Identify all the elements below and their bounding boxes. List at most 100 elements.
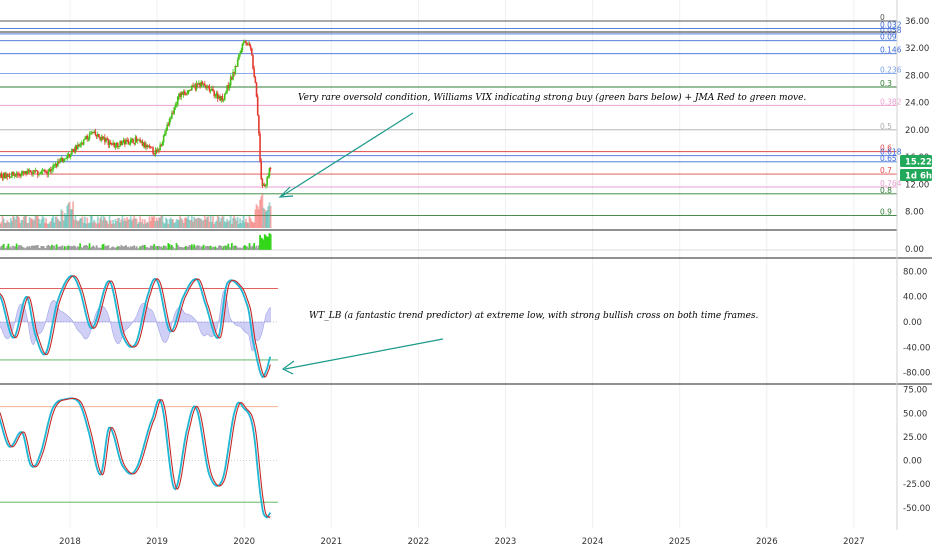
vix-fix-bar [219, 245, 221, 250]
volume-bar [140, 222, 143, 228]
candle-body [222, 99, 225, 101]
vix-fix-bar [133, 245, 136, 250]
volume-bar [237, 223, 240, 228]
volume-bar [136, 223, 139, 228]
candle-body [248, 44, 251, 46]
candle-body [166, 124, 168, 131]
vix-fix-bar [207, 246, 210, 250]
vix-fix-bar [213, 247, 216, 250]
volume-bar [161, 215, 164, 228]
vix-fix-bar [36, 245, 39, 250]
candle-body [24, 171, 26, 174]
candle-body [229, 77, 232, 86]
x-tick-label: 2019 [146, 537, 168, 547]
vix-fix-bar [217, 245, 220, 250]
volume-bar [229, 215, 232, 228]
vix-fix-bar [256, 248, 259, 250]
volume-bar [141, 218, 144, 228]
volume-bar [47, 223, 50, 228]
candle-body [151, 147, 153, 149]
vix-fix-bar [96, 247, 99, 250]
y-tick-label: -25.00 [903, 480, 930, 490]
vix-fix-bar [35, 245, 38, 250]
vix-fix-bar [63, 246, 66, 250]
volume-bar [31, 218, 33, 228]
y-tick-label: 24.00 [905, 99, 929, 109]
vix-fix-bar [114, 247, 117, 250]
vix-fix-bar [67, 245, 70, 250]
vix-fix-bar [257, 245, 260, 250]
volume-bar [76, 221, 79, 228]
vix-fix-bar [130, 247, 133, 250]
volume-bar [74, 215, 77, 228]
vix-fix-bar [263, 234, 266, 250]
candle-body [189, 89, 192, 91]
volume-bar [156, 220, 159, 228]
volume-bar [56, 218, 59, 228]
volume-bar [255, 204, 258, 228]
candle-body [145, 144, 147, 148]
volume-bar [94, 222, 97, 228]
candle-body [73, 149, 76, 152]
candle-body [5, 174, 7, 179]
candle-body [146, 144, 148, 148]
vix-fix-bar [102, 243, 105, 250]
candle-body [211, 88, 213, 91]
volume-bar [62, 220, 65, 228]
candle-body [164, 133, 166, 136]
volume-bar [126, 217, 129, 228]
vix-fix-bar [27, 247, 30, 250]
vix-fix-bar [60, 246, 63, 250]
candle-body [269, 168, 272, 169]
volume-bar [174, 222, 177, 228]
vix-fix-bar [108, 248, 111, 250]
volume-bar [39, 223, 42, 228]
candle-body [249, 45, 252, 49]
vix-fix-bar [54, 248, 57, 250]
vix-fix-bar [33, 245, 36, 250]
volume-bar [178, 220, 180, 228]
candle-body [133, 143, 136, 144]
volume-bar [194, 218, 197, 228]
candle-body [223, 93, 226, 100]
candle-body [266, 177, 268, 186]
vix-fix-bar [13, 246, 16, 250]
volume-bar [221, 215, 224, 228]
volume-bar [153, 215, 156, 228]
candle-body [102, 137, 105, 139]
volume-bar [205, 219, 207, 228]
candle-body [207, 85, 210, 87]
volume-bar [66, 205, 69, 228]
volume-bar [53, 222, 56, 228]
volume-bar [196, 217, 199, 228]
candle-body [215, 93, 218, 96]
vix-fix-bar [101, 244, 104, 250]
last-price-tag: 15.22 [900, 155, 932, 168]
y-tick-label: -40.00 [903, 343, 930, 353]
volume-bar [220, 218, 223, 228]
vix-fix-bar [119, 247, 122, 250]
candle-body [7, 175, 10, 177]
candle-body [173, 107, 176, 114]
vix-axis-label: 0.00 [905, 245, 924, 255]
vix-fix-bar [236, 247, 239, 250]
vix-fix-bar [100, 247, 103, 250]
volume-bar [118, 217, 120, 228]
volume-bar [73, 219, 76, 228]
vix-fix-bar [202, 244, 205, 250]
candle-body [232, 72, 234, 80]
candle-body [265, 185, 267, 187]
vix-fix-bar [140, 246, 143, 250]
fib-label: 0.382 [880, 97, 902, 106]
vix-fix-bar [242, 245, 245, 250]
vix-fix-bar [87, 247, 90, 250]
volume-bar [41, 215, 44, 228]
candle-body [100, 137, 103, 141]
candle-body [140, 141, 143, 143]
candle-body [172, 113, 174, 115]
vix-fix-bar [26, 246, 29, 250]
volume-bar [193, 216, 196, 228]
candle-body [228, 85, 231, 89]
